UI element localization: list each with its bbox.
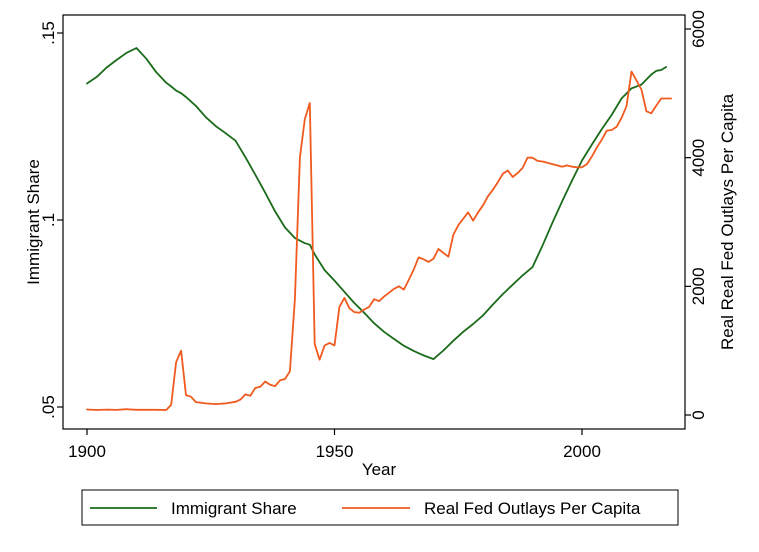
series-layer: [86, 47, 672, 411]
series-line-immigrant-share: [86, 47, 667, 361]
x-tick-label: 1900: [68, 442, 106, 461]
y-right-tick-label: 2000: [689, 267, 708, 305]
axes-layer: [57, 14, 691, 435]
legend-label: Real Fed Outlays Per Capita: [424, 499, 641, 518]
y-left-tick-label: .15: [39, 21, 58, 45]
plot-frame: [62, 14, 686, 430]
y-left-tick-label: .1: [39, 213, 58, 227]
legend-label: Immigrant Share: [171, 499, 297, 518]
y-right-tick-label: 4000: [689, 139, 708, 177]
labels-layer: 1900 1950 2000 .05 .1 .15 0 2000 4000 6000 Year Imm…: [24, 10, 737, 479]
x-axis-title: Year: [362, 460, 397, 479]
y-left-tick-label: .05: [39, 395, 58, 419]
legend: Immigrant Share Real Fed Outlays Per Capi…: [81, 489, 679, 526]
y-left-axis-title: Immigrant Share: [24, 159, 43, 285]
y-right-axis-title: Real Real Fed Outlays Per Capita: [718, 93, 737, 350]
x-tick-label: 2000: [563, 442, 601, 461]
x-tick-label: 1950: [316, 442, 354, 461]
y-right-tick-label: 0: [689, 410, 708, 419]
y-right-tick-label: 6000: [689, 10, 708, 48]
series-line-fed-outlays: [86, 70, 672, 411]
